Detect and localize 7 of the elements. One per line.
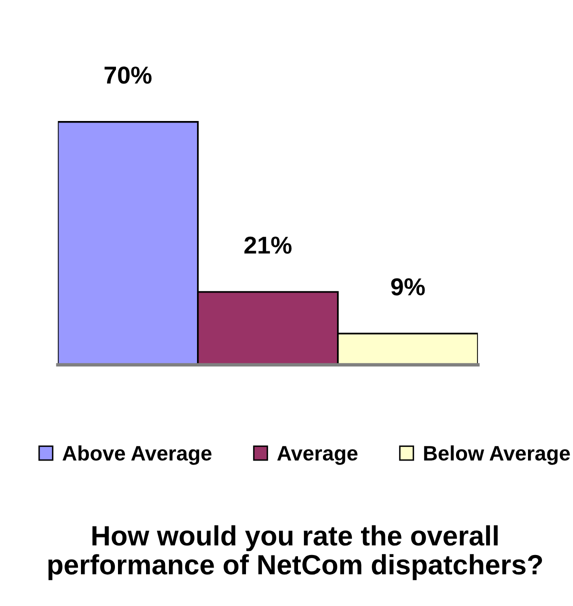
legend-label: Above Average [62,445,212,465]
data-label: 70% [104,66,152,84]
data-label: 21% [244,236,292,254]
text: How would you rate the overall performance of NetCom dispatchers? [48,525,542,580]
legend-label: Below Average [424,445,570,465]
legend-label: Average [277,446,358,465]
data-label: 9% [391,278,425,296]
